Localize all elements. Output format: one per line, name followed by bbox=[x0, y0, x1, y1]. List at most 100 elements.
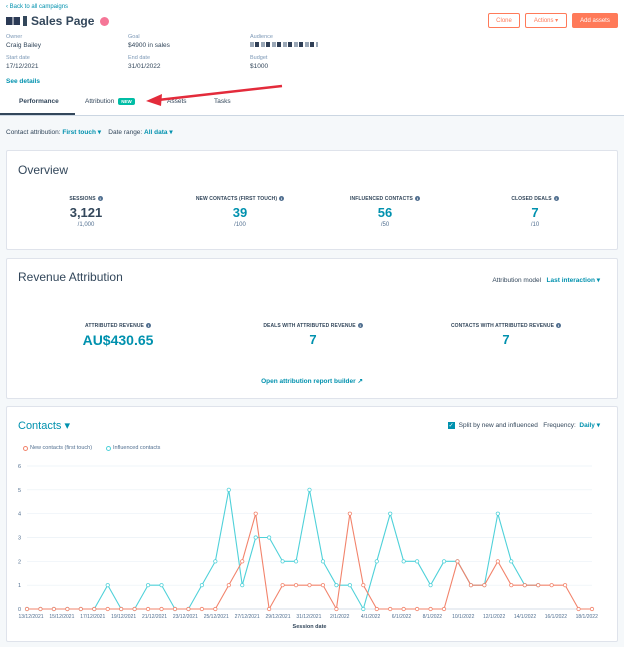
new-contacts-point bbox=[374, 606, 379, 612]
influenced-contacts-point bbox=[213, 559, 218, 564]
new-contacts-point bbox=[334, 606, 339, 612]
tab-assets[interactable]: Assets bbox=[167, 98, 187, 105]
new-contacts-point bbox=[441, 606, 447, 612]
new-contacts-point bbox=[455, 559, 460, 564]
stat-label: NEW CONTACTS (FIRST TOUCH) bbox=[195, 196, 278, 202]
new-contacts-point bbox=[145, 606, 151, 612]
stat-value[interactable]: 56 bbox=[377, 205, 393, 220]
new-contacts-point bbox=[549, 583, 554, 588]
new-contacts-point bbox=[361, 583, 366, 588]
new-contacts-point bbox=[509, 583, 514, 588]
stat-value: 3,121 bbox=[69, 205, 103, 220]
x-tick-label: 6/1/2022 bbox=[392, 614, 412, 620]
influenced-contacts-point bbox=[293, 559, 299, 564]
new-contacts-point bbox=[388, 606, 393, 612]
tab-bar: Performance Attribution NEW Assets Tasks bbox=[0, 95, 624, 115]
new-contacts-point bbox=[253, 511, 258, 516]
stat-goal: /100 bbox=[234, 222, 246, 228]
attribution-model-dropdown[interactable]: Last interaction ▾ bbox=[546, 277, 600, 284]
stat-value[interactable]: 39 bbox=[232, 205, 248, 220]
new-contacts-point bbox=[65, 606, 70, 612]
y-tick-label: 4 bbox=[18, 512, 21, 518]
date-range-label: Date range: bbox=[108, 129, 143, 136]
stat-value[interactable]: 7 bbox=[531, 205, 539, 220]
new-contacts-point bbox=[38, 606, 43, 612]
new-contacts-point bbox=[267, 606, 272, 612]
campaign-header: ‹ Back to all campaigns Sales Page Clone… bbox=[0, 0, 624, 116]
new-badge: NEW bbox=[118, 98, 135, 105]
new-contacts-point bbox=[562, 583, 568, 588]
stat-label: SESSIONS bbox=[69, 196, 96, 202]
tab-performance[interactable]: Performance bbox=[19, 98, 59, 105]
stat-label: CONTACTS WITH ATTRIBUTED REVENUE bbox=[450, 323, 555, 329]
new-contacts-point bbox=[119, 606, 124, 612]
influenced-contacts-point bbox=[199, 583, 204, 588]
x-tick-label: 14/1/2022 bbox=[514, 614, 536, 620]
filter-bar: Contact attribution: First touch ▾ Date … bbox=[6, 128, 173, 136]
x-tick-label: 19/12/2021 bbox=[111, 614, 136, 620]
attribution-model-label: Attribution model bbox=[492, 277, 542, 284]
open-report-builder-link[interactable]: Open attribution report builder ↗ bbox=[261, 378, 363, 385]
new-contacts-point bbox=[307, 583, 312, 588]
revenue-title: Revenue Attribution bbox=[18, 270, 123, 284]
add-assets-button[interactable]: Add assets bbox=[572, 13, 618, 28]
bar-icon bbox=[23, 16, 27, 26]
influenced-contacts-point bbox=[388, 511, 393, 516]
new-contacts-point bbox=[186, 606, 191, 612]
stat-value[interactable]: AU$430.65 bbox=[82, 332, 154, 348]
info-icon[interactable]: i bbox=[553, 196, 559, 202]
new-contacts-point bbox=[132, 606, 137, 612]
new-contacts-point bbox=[226, 583, 231, 588]
new-contacts-point bbox=[320, 583, 326, 588]
campaign-color-dot bbox=[100, 16, 110, 26]
x-tick-label: 27/12/2021 bbox=[235, 614, 260, 620]
owner-field: Owner Craig Bailey bbox=[6, 34, 42, 49]
x-tick-label: 25/12/2021 bbox=[204, 614, 229, 620]
stat-label: INFLUENCED CONTACTS bbox=[350, 196, 413, 202]
frequency-dropdown[interactable]: Daily ▾ bbox=[579, 422, 600, 429]
new-contacts-point bbox=[159, 606, 164, 612]
split-checkbox[interactable]: ✓ bbox=[447, 421, 455, 429]
x-tick-label: 21/12/2021 bbox=[142, 614, 167, 620]
back-to-campaigns-link[interactable]: ‹ Back to all campaigns bbox=[6, 4, 69, 10]
attribution-filter-dropdown[interactable]: First touch ▾ bbox=[62, 129, 102, 136]
x-tick-label: 16/1/2022 bbox=[545, 614, 567, 620]
stat-value[interactable]: 7 bbox=[502, 332, 510, 347]
stat-label: DEALS WITH ATTRIBUTED REVENUE bbox=[263, 323, 356, 329]
influenced-contacts-line bbox=[27, 489, 539, 611]
info-icon[interactable]: i bbox=[279, 196, 285, 202]
legend-new-contacts[interactable]: New contacts (first touch) bbox=[23, 445, 92, 451]
stat-value[interactable]: 7 bbox=[309, 332, 317, 347]
info-icon[interactable]: i bbox=[97, 196, 103, 202]
contacts-dropdown[interactable]: Contacts ▾ bbox=[18, 420, 70, 432]
legend-influenced-contacts[interactable]: Influenced contacts bbox=[106, 445, 160, 451]
new-contacts-point bbox=[172, 606, 178, 612]
influenced-contacts-point bbox=[495, 511, 500, 516]
stat-contacts-with-revenue: CONTACTS WITH ATTRIBUTED REVENUE i 7 bbox=[431, 323, 581, 347]
stat-new-contacts: NEW CONTACTS (FIRST TOUCH) i 39 /100 bbox=[165, 196, 315, 228]
influenced-contacts-point bbox=[509, 559, 514, 564]
tab-attribution[interactable]: Attribution NEW bbox=[85, 98, 135, 105]
tab-tasks[interactable]: Tasks bbox=[214, 98, 231, 105]
date-range-dropdown[interactable]: All data ▾ bbox=[144, 129, 173, 136]
new-contacts-point bbox=[105, 606, 110, 612]
see-details-link[interactable]: See details bbox=[6, 78, 40, 85]
start-date-field: Start date 17/12/2021 bbox=[6, 55, 39, 70]
new-contacts-point bbox=[401, 606, 406, 612]
page-title: Sales Page bbox=[31, 14, 95, 28]
actions-button[interactable]: Actions ▾ bbox=[525, 13, 567, 28]
info-icon[interactable]: i bbox=[357, 323, 363, 329]
x-axis-title: Session date bbox=[293, 624, 327, 630]
budget-field: Budget $1000 bbox=[250, 55, 269, 70]
info-icon[interactable]: i bbox=[414, 196, 420, 202]
new-contacts-point bbox=[240, 559, 245, 564]
info-icon[interactable]: i bbox=[145, 323, 151, 329]
x-tick-label: 10/1/2022 bbox=[452, 614, 474, 620]
influenced-contacts-point bbox=[347, 583, 352, 588]
x-tick-label: 23/12/2021 bbox=[173, 614, 198, 620]
y-tick-label: 3 bbox=[18, 536, 21, 542]
info-icon[interactable]: i bbox=[556, 323, 562, 329]
end-date-field: End date 31/01/2022 bbox=[128, 55, 161, 70]
new-contacts-point bbox=[347, 511, 352, 516]
clone-button[interactable]: Clone bbox=[488, 13, 520, 28]
